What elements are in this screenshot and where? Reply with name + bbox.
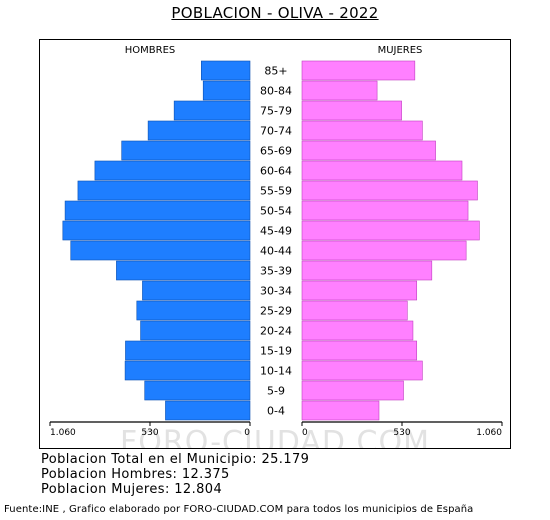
bar-women-65-69	[301, 140, 436, 161]
age-label: 60-64	[260, 165, 292, 178]
summary-total: Poblacion Total en el Municipio: 25.179	[41, 452, 310, 467]
bar-women-70-74	[301, 120, 423, 141]
bar-men-40-44	[70, 240, 251, 261]
age-label: 55-59	[260, 185, 292, 198]
tick-label-women: 1.060	[476, 428, 502, 438]
bar-men-50-54	[64, 200, 251, 221]
chart-frame: HOMBRES MUJERES FORO-CIUDAD.COM 85+ 80-84…	[39, 39, 511, 449]
bar-women-55-59	[301, 180, 478, 201]
bar-men-25-29	[136, 300, 251, 321]
age-label: 50-54	[260, 205, 292, 218]
age-label: 85+	[264, 65, 287, 78]
bar-men-80-84	[202, 80, 251, 101]
age-label: 45-49	[260, 225, 292, 238]
bar-men-65-69	[121, 140, 251, 161]
bar-men-35-39	[116, 260, 251, 281]
age-label: 75-79	[260, 105, 292, 118]
source-note: Fuente:INE , Grafico elaborado por FORO-…	[4, 504, 474, 515]
age-label: 0-4	[267, 405, 285, 418]
bar-women-30-34	[301, 280, 418, 301]
tick-label-men: 0	[244, 428, 250, 438]
bar-women-40-44	[301, 240, 467, 261]
bar-women-80-84	[301, 80, 378, 101]
tick-label-men: 1.060	[50, 428, 76, 438]
bar-women-60-64	[301, 160, 463, 181]
bar-men-0-4	[165, 400, 251, 421]
page-title: POBLACION - OLIVA - 2022	[171, 4, 379, 22]
bar-men-5-9	[144, 380, 251, 401]
bar-men-15-19	[125, 340, 251, 361]
age-label: 15-19	[260, 345, 292, 358]
age-label: 10-14	[260, 365, 292, 378]
age-label: 65-69	[260, 145, 292, 158]
bar-men-10-14	[124, 360, 251, 381]
bar-women-85+	[301, 60, 416, 81]
summary-men: Poblacion Hombres: 12.375	[41, 467, 230, 482]
bar-women-0-4	[301, 400, 380, 421]
bar-men-60-64	[94, 160, 251, 181]
bars-group	[62, 60, 480, 421]
bar-women-35-39	[301, 260, 433, 281]
bar-women-5-9	[301, 380, 404, 401]
bar-women-50-54	[301, 200, 469, 221]
population-pyramid-chart: HOMBRES MUJERES FORO-CIUDAD.COM 85+ 80-84…	[49, 45, 503, 448]
age-labels-group: 85+ 80-84 75-79 70-74 65-69 60-64 55-59 50-54 45…	[260, 65, 292, 418]
bar-men-55-59	[77, 180, 251, 201]
bar-men-20-24	[140, 320, 251, 341]
summary-women: Poblacion Mujeres: 12.804	[41, 482, 223, 497]
bar-women-15-19	[301, 340, 418, 361]
bar-women-10-14	[301, 360, 423, 381]
bar-women-20-24	[301, 320, 414, 341]
age-label: 20-24	[260, 325, 292, 338]
population-summary: Poblacion Total en el Municipio: 25.179 …	[41, 452, 309, 497]
age-label: 70-74	[260, 125, 292, 138]
tick-label-women: 0	[302, 428, 308, 438]
age-label: 25-29	[260, 305, 292, 318]
age-label: 80-84	[260, 85, 292, 98]
bar-women-45-49	[301, 220, 480, 241]
tick-label-women: 530	[393, 428, 410, 438]
bar-men-70-74	[147, 120, 251, 141]
bar-men-30-34	[142, 280, 251, 301]
bar-men-45-49	[62, 220, 251, 241]
bar-men-75-79	[173, 100, 251, 121]
age-label: 40-44	[260, 245, 292, 258]
axes-group: 1.060 530 0 0 530 1.060	[49, 421, 503, 438]
bar-women-25-29	[301, 300, 408, 321]
bar-women-75-79	[301, 100, 402, 121]
age-label: 30-34	[260, 285, 292, 298]
age-label: 35-39	[260, 265, 292, 278]
age-label: 5-9	[267, 385, 285, 398]
series-label-women: MUJERES	[378, 45, 423, 56]
watermark: FORO-CIUDAD.COM	[120, 425, 430, 448]
series-label-men: HOMBRES	[125, 45, 176, 56]
bar-men-85+	[201, 60, 251, 81]
tick-label-men: 530	[141, 428, 158, 438]
